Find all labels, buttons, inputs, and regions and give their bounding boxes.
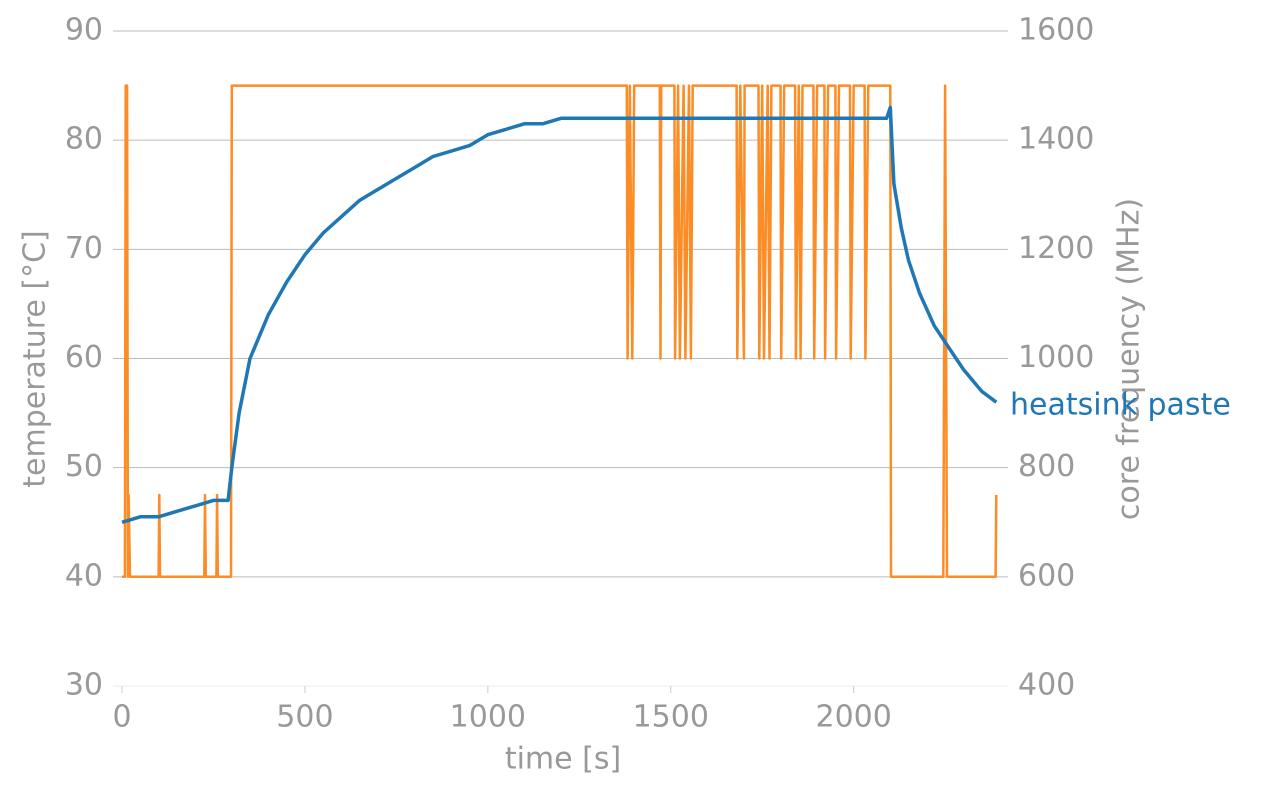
y-axis-label: temperature [°C] (18, 230, 53, 487)
y2-axis-label: core frequency (MHz) (1112, 198, 1147, 520)
x-tick-label: 2000 (815, 700, 891, 735)
x-axis-label: time [s] (505, 742, 621, 777)
y-tick-label: 40 (65, 558, 103, 593)
y2-tick-label: 800 (1018, 449, 1075, 484)
y-tick-label: 60 (65, 340, 103, 375)
y2-tick-label: 1400 (1018, 122, 1094, 157)
y-tick-label: 30 (65, 668, 103, 703)
x-tick-label: 0 (112, 700, 131, 735)
line (122, 84, 998, 579)
x-tick-label: 1000 (450, 700, 526, 735)
annotation: heatsink paste (1010, 388, 1231, 423)
y2-tick-label: 1200 (1018, 231, 1094, 266)
x-tick-label: 1500 (633, 700, 709, 735)
line (121, 105, 998, 524)
y-tick-label: 50 (65, 449, 103, 484)
y2-tick-label: 1600 (1018, 13, 1094, 48)
y2-tick-label: 600 (1018, 558, 1075, 593)
y-tick-label: 70 (65, 231, 103, 266)
y2-tick-label: 1000 (1018, 340, 1094, 375)
y2-tick-label: 400 (1018, 668, 1075, 703)
y-tick-label: 90 (65, 13, 103, 48)
y-tick-label: 80 (65, 122, 103, 157)
x-tick-label: 500 (276, 700, 333, 735)
